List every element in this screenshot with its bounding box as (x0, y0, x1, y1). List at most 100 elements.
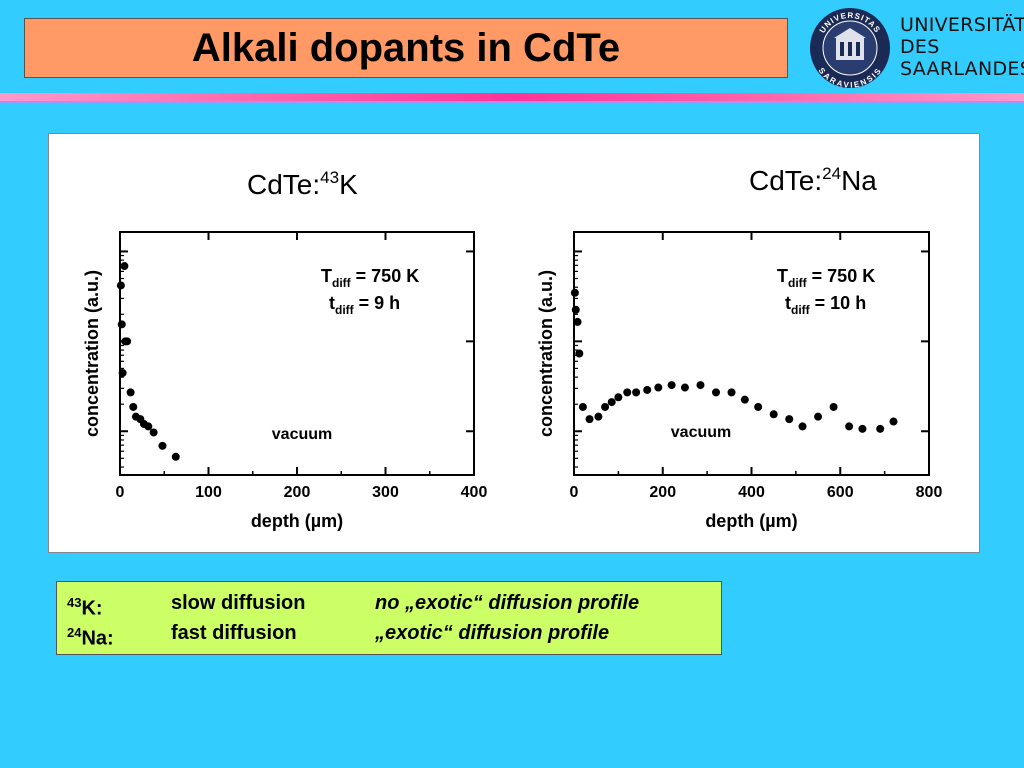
data-point-na-2 (573, 317, 582, 326)
data-point-na-18 (727, 388, 736, 397)
y-axis-label-k: concentration (a.u.) (82, 270, 102, 437)
x-tick-label-k-1: 100 (195, 484, 222, 501)
x-tick-label-na-0: 0 (570, 484, 579, 501)
x-tick-label-na-1: 200 (649, 484, 676, 501)
data-point-k-2 (118, 368, 127, 377)
chart-title-k: CdTe:43K (247, 168, 358, 200)
annotation-temperature-k-symbol: T (321, 266, 332, 286)
data-point-na-25 (829, 402, 838, 411)
data-point-na-23 (798, 422, 807, 431)
summary-speed-na: fast diffusion (171, 622, 297, 644)
x-axis-label-na: depth (µm) (705, 511, 797, 531)
x-tick-label-k-4: 400 (461, 484, 488, 501)
data-point-na-3 (575, 349, 584, 358)
plot-frame-na (573, 231, 930, 476)
annotation-time-k: tdiff = 9 h (329, 293, 400, 317)
data-point-k-3 (120, 262, 129, 271)
data-point-na-26 (845, 422, 854, 431)
summary-speed-k: slow diffusion (171, 592, 306, 614)
annotation-temperature-k-sub: diff (332, 276, 352, 290)
data-point-k-13 (158, 441, 167, 450)
data-point-k-6 (126, 388, 135, 397)
x-tick-label-na-3: 600 (827, 484, 854, 501)
university-logo: UNIVERSITAS SARAVIENSIS UNIVERSITÄT DES … (808, 6, 1024, 90)
data-point-na-29 (889, 417, 898, 426)
data-point-na-22 (785, 415, 794, 424)
diffusion-summary-box: 43K: slow diffusion no „exotic“ diffusio… (56, 581, 722, 655)
annotation-temperature-na: Tdiff = 750 K (777, 266, 875, 290)
data-point-k-5 (123, 337, 132, 346)
data-point-na-13 (654, 383, 663, 392)
x-tick-label-k-3: 300 (372, 484, 399, 501)
x-tick-label-na-2: 400 (738, 484, 765, 501)
annotation-time-na-sub: diff (791, 303, 811, 317)
data-point-k-12 (149, 428, 158, 437)
annotation-temperature-na-sub: diff (788, 276, 808, 290)
annotation-time-na: tdiff = 10 h (785, 293, 866, 317)
annotation-temperature-na-symbol: T (777, 266, 788, 286)
data-point-k-1 (117, 320, 126, 329)
y-axis-label-na: concentration (a.u.) (536, 270, 556, 437)
chart-na: 0 200 400 600 800 depth (µm) concentration (a.… (536, 164, 942, 531)
data-point-na-12 (643, 385, 652, 394)
isotope-mass-k: 43 (67, 595, 82, 610)
data-point-na-6 (594, 412, 603, 421)
annotation-time-k-symbol: t (329, 293, 335, 313)
slide-title: Alkali dopants in CdTe (191, 25, 621, 70)
chart-title-mass-k: 43 (320, 168, 339, 187)
data-point-k-11 (144, 422, 153, 431)
isotope-mass-na: 24 (67, 625, 82, 640)
chart-title-element-k: K (339, 169, 358, 200)
charts-canvas: 0 100 200 300 400 depth (µm) concentration (a.… (82, 164, 942, 531)
data-point-k-14 (171, 452, 180, 461)
x-axis-label-k: depth (µm) (251, 511, 343, 531)
annotation-time-na-symbol: t (785, 293, 791, 313)
annotation-temperature-k-value: = 750 K (351, 266, 420, 286)
university-name-line-1: UNIVERSITÄT (900, 14, 1024, 36)
summary-isotope-k: 43K: (67, 589, 103, 623)
annotation-temperature-k: Tdiff = 750 K (321, 266, 419, 290)
data-point-k-7 (129, 402, 138, 411)
data-point-na-14 (667, 381, 676, 390)
data-point-na-17 (712, 388, 720, 397)
chart-title-element-na: Na (841, 165, 877, 196)
data-point-na-16 (696, 381, 705, 390)
chart-panel: 0 100 200 300 400 depth (µm) concentration (a.… (48, 133, 980, 553)
university-name: UNIVERSITÄT DES SAARLANDES (900, 14, 1024, 80)
data-point-na-1 (571, 305, 580, 314)
data-point-na-20 (754, 402, 763, 411)
data-point-k-0 (116, 281, 125, 290)
data-point-na-21 (769, 410, 778, 419)
summary-profile-k: no „exotic“ diffusion profile (375, 592, 640, 614)
header-stripe (0, 93, 1024, 101)
chart-title-na: CdTe:24Na (749, 164, 877, 196)
title-box: Alkali dopants in CdTe (24, 18, 788, 78)
data-point-na-8 (607, 398, 616, 407)
chart-k: 0 100 200 300 400 depth (µm) concentration (a.… (82, 168, 487, 531)
x-tick-label-k-2: 200 (284, 484, 311, 501)
data-point-na-27 (858, 424, 867, 433)
data-point-na-28 (876, 424, 885, 433)
x-tick-label-na-4: 800 (916, 484, 943, 501)
isotope-element-na: Na: (81, 627, 114, 650)
summary-isotope-na: 24Na: (67, 619, 114, 653)
chart-title-prefix-na: CdTe: (749, 165, 822, 196)
university-name-line-3: SAARLANDES (900, 58, 1024, 80)
data-point-na-19 (740, 395, 749, 404)
data-point-na-15 (680, 383, 689, 392)
header-stripe-line (0, 101, 1024, 103)
chart-title-mass-na: 24 (822, 164, 841, 183)
summary-profile-na: „exotic“ diffusion profile (375, 622, 610, 644)
data-point-na-9 (614, 393, 623, 402)
annotation-time-na-value: = 10 h (810, 293, 867, 313)
university-name-line-2: DES (900, 36, 940, 58)
annotation-temperature-na-value: = 750 K (807, 266, 876, 286)
data-point-na-5 (585, 415, 594, 424)
region-label-na: vacuum (671, 424, 731, 441)
data-point-na-4 (578, 402, 587, 411)
annotation-time-k-value: = 9 h (354, 293, 401, 313)
x-tick-label-k-0: 0 (116, 484, 125, 501)
chart-title-prefix-k: CdTe: (247, 169, 320, 200)
data-point-na-0 (570, 288, 579, 297)
data-point-na-11 (632, 388, 641, 397)
